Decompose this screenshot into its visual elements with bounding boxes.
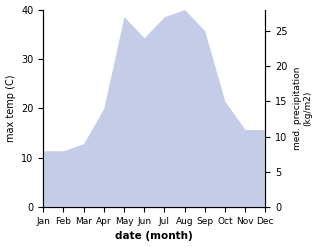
X-axis label: date (month): date (month) <box>115 231 193 242</box>
Y-axis label: max temp (C): max temp (C) <box>5 75 16 142</box>
Y-axis label: med. precipitation
(kg/m2): med. precipitation (kg/m2) <box>293 67 313 150</box>
